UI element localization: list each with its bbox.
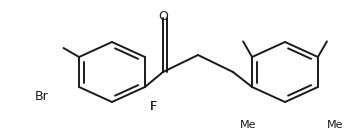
Text: Me: Me <box>240 120 256 130</box>
Text: F: F <box>150 100 157 113</box>
Text: O: O <box>158 10 168 23</box>
Text: Me: Me <box>327 120 343 130</box>
Text: Br: Br <box>34 90 48 103</box>
Text: F: F <box>150 100 157 113</box>
